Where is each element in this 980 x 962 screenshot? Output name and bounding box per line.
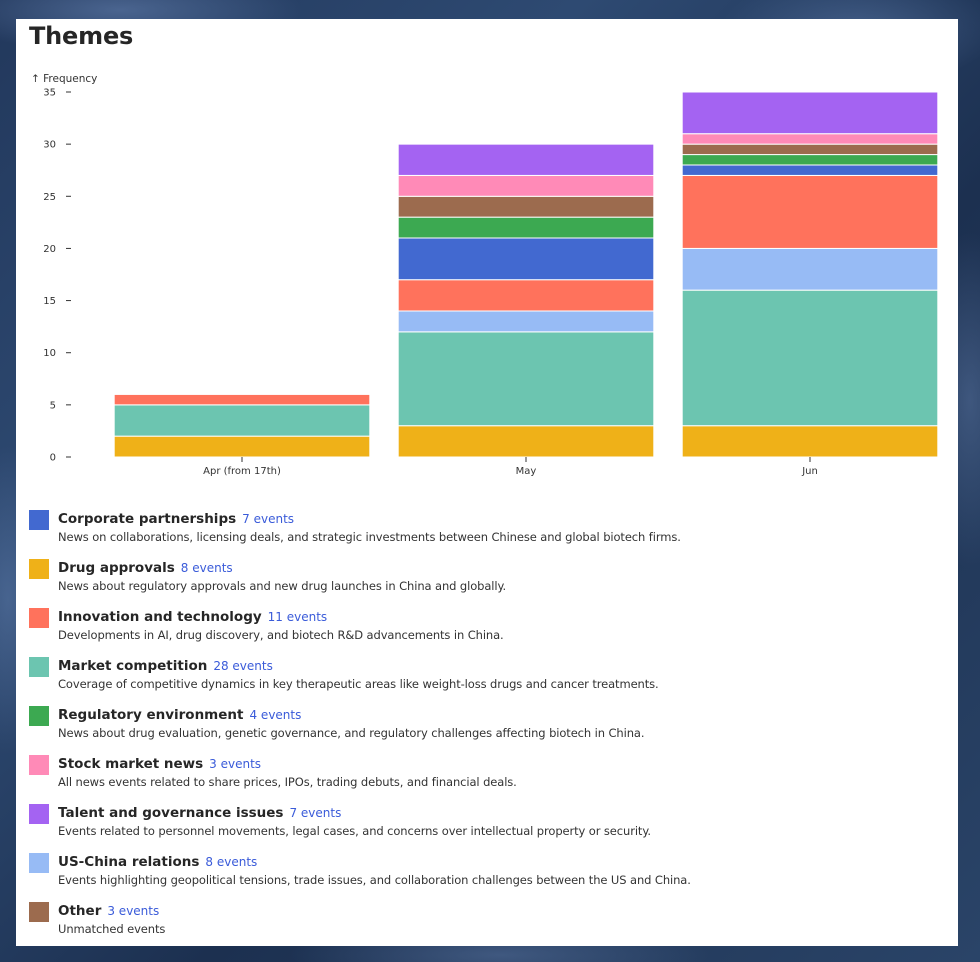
x-tick-label: Apr (from 17th) <box>203 466 281 477</box>
legend-swatch <box>29 559 49 579</box>
bar-segment <box>113 404 371 437</box>
legend-count-link[interactable]: 8 events <box>180 561 233 575</box>
bar-segment <box>397 237 655 281</box>
legend-text: US-China relations 8 events Events highlig… <box>58 851 691 887</box>
bar-segment <box>397 143 655 176</box>
legend-item: Corporate partnerships 7 events News on co… <box>29 508 944 557</box>
legend-description: Coverage of competitive dynamics in key … <box>58 677 659 691</box>
legend-count-link[interactable]: 3 events <box>107 904 160 918</box>
bar-segment <box>113 393 371 406</box>
legend-text: Innovation and technology 11 events Develo… <box>58 606 504 642</box>
y-axis-label: ↑ Frequency <box>31 73 97 85</box>
legend-count-link[interactable]: 7 events <box>242 512 295 526</box>
legend-description: News about drug evaluation, genetic gove… <box>58 726 645 740</box>
bar-segment <box>681 247 939 291</box>
legend-text: Regulatory environment 4 events News about… <box>58 704 644 740</box>
legend-name: Regulatory environment <box>58 707 244 723</box>
legend-name: US-China relations <box>58 854 200 870</box>
legend-name: Talent and governance issues <box>58 805 284 821</box>
legend-item: Innovation and technology 11 events Develo… <box>29 606 944 655</box>
bar-segment <box>397 174 655 197</box>
legend-item: US-China relations 8 events Events highlig… <box>29 851 944 900</box>
legend-description: News on collaborations, licensing deals,… <box>58 530 681 544</box>
legend-swatch <box>29 755 49 775</box>
legend-name: Drug approvals <box>58 560 175 576</box>
y-tick-label: 30 <box>43 140 56 151</box>
legend-text: Other 3 events Unmatched events <box>58 900 165 936</box>
legend-count-link[interactable]: 28 events <box>213 659 273 673</box>
legend-description: All news events related to share prices,… <box>58 775 517 789</box>
bar-segment <box>681 174 939 249</box>
legend-count-link[interactable]: 11 events <box>267 610 328 624</box>
legend-description: News about regulatory approvals and new … <box>58 579 507 593</box>
y-tick-label: 25 <box>43 192 56 203</box>
legend-name: Stock market news <box>58 756 204 772</box>
bar-segment <box>681 154 939 166</box>
legend-count-link[interactable]: 3 events <box>209 757 262 771</box>
bar-segment <box>397 331 655 427</box>
legend-text: Stock market news 3 events All news events… <box>58 753 517 789</box>
bar-segment <box>397 279 655 312</box>
legend-item: Drug approvals 8 events News about regulat… <box>29 557 944 606</box>
legend-item: Talent and governance issues 7 events Even… <box>29 802 944 851</box>
legend-text: Market competition 28 events Coverage of c… <box>58 655 659 691</box>
legend-count-link[interactable]: 4 events <box>249 708 302 722</box>
bar-segment <box>397 310 655 333</box>
bar-segment <box>397 425 655 458</box>
legend-swatch <box>29 804 49 824</box>
legend-swatch <box>29 608 49 628</box>
bar-segment <box>681 164 939 176</box>
legend-name: Innovation and technology <box>58 609 262 625</box>
y-tick-label: 0 <box>50 453 56 464</box>
legend-description: Events related to personnel movements, l… <box>58 824 651 838</box>
page-title: Themes <box>29 22 134 50</box>
legend-swatch <box>29 706 49 726</box>
bar-segment <box>397 216 655 239</box>
legend: Corporate partnerships 7 events News on co… <box>29 508 944 949</box>
legend-swatch <box>29 902 49 922</box>
stacked-bar-chart: ↑ Frequency 0 5 10 15 20 25 30 35 Apr (from 17th)… <box>31 73 939 477</box>
bar-segment <box>681 143 939 156</box>
legend-text: Talent and governance issues 7 events Even… <box>58 802 651 838</box>
legend-description: Events highlighting geopolitical tension… <box>58 873 691 887</box>
legend-description: Unmatched events <box>58 922 166 936</box>
y-tick-label: 10 <box>43 348 56 359</box>
legend-name: Other <box>58 903 102 919</box>
legend-count-link[interactable]: 8 events <box>205 855 258 869</box>
legend-swatch <box>29 853 49 873</box>
y-tick-label: 15 <box>43 296 56 307</box>
legend-item: Market competition 28 events Coverage of c… <box>29 655 944 704</box>
legend-swatch <box>29 510 49 530</box>
bar-segment <box>397 195 655 218</box>
legend-item: Other 3 events Unmatched events <box>29 900 944 949</box>
y-tick-label: 35 <box>43 88 56 99</box>
legend-description: Developments in AI, drug discovery, and … <box>58 628 504 642</box>
x-tick-label: Jun <box>801 466 818 477</box>
y-tick-label: 20 <box>43 244 56 255</box>
legend-text: Corporate partnerships 7 events News on co… <box>58 508 681 544</box>
legend-name: Corporate partnerships <box>58 511 237 527</box>
bar-segment <box>681 91 939 135</box>
x-tick-label: May <box>516 466 537 477</box>
y-tick-label: 5 <box>50 400 56 411</box>
themes-panel: Themes ↑ Frequency 0 5 10 15 20 25 30 35 Apr (fro… <box>16 19 958 946</box>
bar-segment <box>113 435 371 458</box>
legend-item: Regulatory environment 4 events News about… <box>29 704 944 753</box>
bar-segment <box>681 133 939 145</box>
legend-name: Market competition <box>58 658 208 674</box>
legend-count-link[interactable]: 7 events <box>289 806 342 820</box>
bar-segment <box>681 289 939 427</box>
bar-segment <box>681 425 939 458</box>
legend-text: Drug approvals 8 events News about regulat… <box>58 557 506 593</box>
legend-item: Stock market news 3 events All news events… <box>29 753 944 802</box>
legend-swatch <box>29 657 49 677</box>
